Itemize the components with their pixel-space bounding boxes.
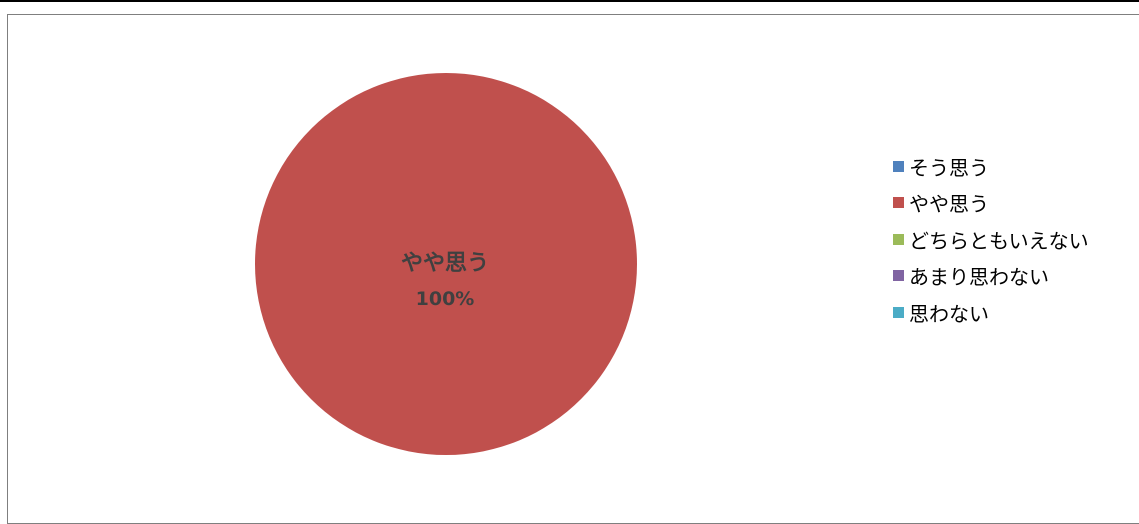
legend-item: 思わない [893, 294, 1133, 331]
legend-label: あまり思わない [909, 265, 1049, 290]
legend-swatch [893, 160, 904, 172]
legend-label: 思わない [909, 301, 989, 326]
legend-label: そう思う [909, 155, 989, 180]
top-border-line [0, 0, 1139, 2]
legend-label: どちらともいえない [909, 228, 1089, 253]
data-label-category: やや思う [401, 251, 489, 276]
legend-item: どちらともいえない [893, 221, 1133, 258]
legend-swatch [893, 306, 904, 318]
data-label-percent: 100% [416, 288, 475, 310]
legend: そう思うやや思うどちらともいえない あまり思わない 思わない [893, 148, 1133, 331]
pie-chart: やや思う 100% [255, 73, 637, 455]
legend-item: そう思う [893, 148, 1133, 185]
legend-item: やや思う [893, 185, 1133, 222]
legend-swatch [893, 197, 904, 209]
pie-slice-2 [255, 73, 637, 455]
legend-swatch [893, 270, 904, 282]
legend-item: あまり思わない [893, 258, 1133, 295]
legend-swatch [893, 233, 904, 245]
legend-label: やや思う [909, 192, 989, 217]
